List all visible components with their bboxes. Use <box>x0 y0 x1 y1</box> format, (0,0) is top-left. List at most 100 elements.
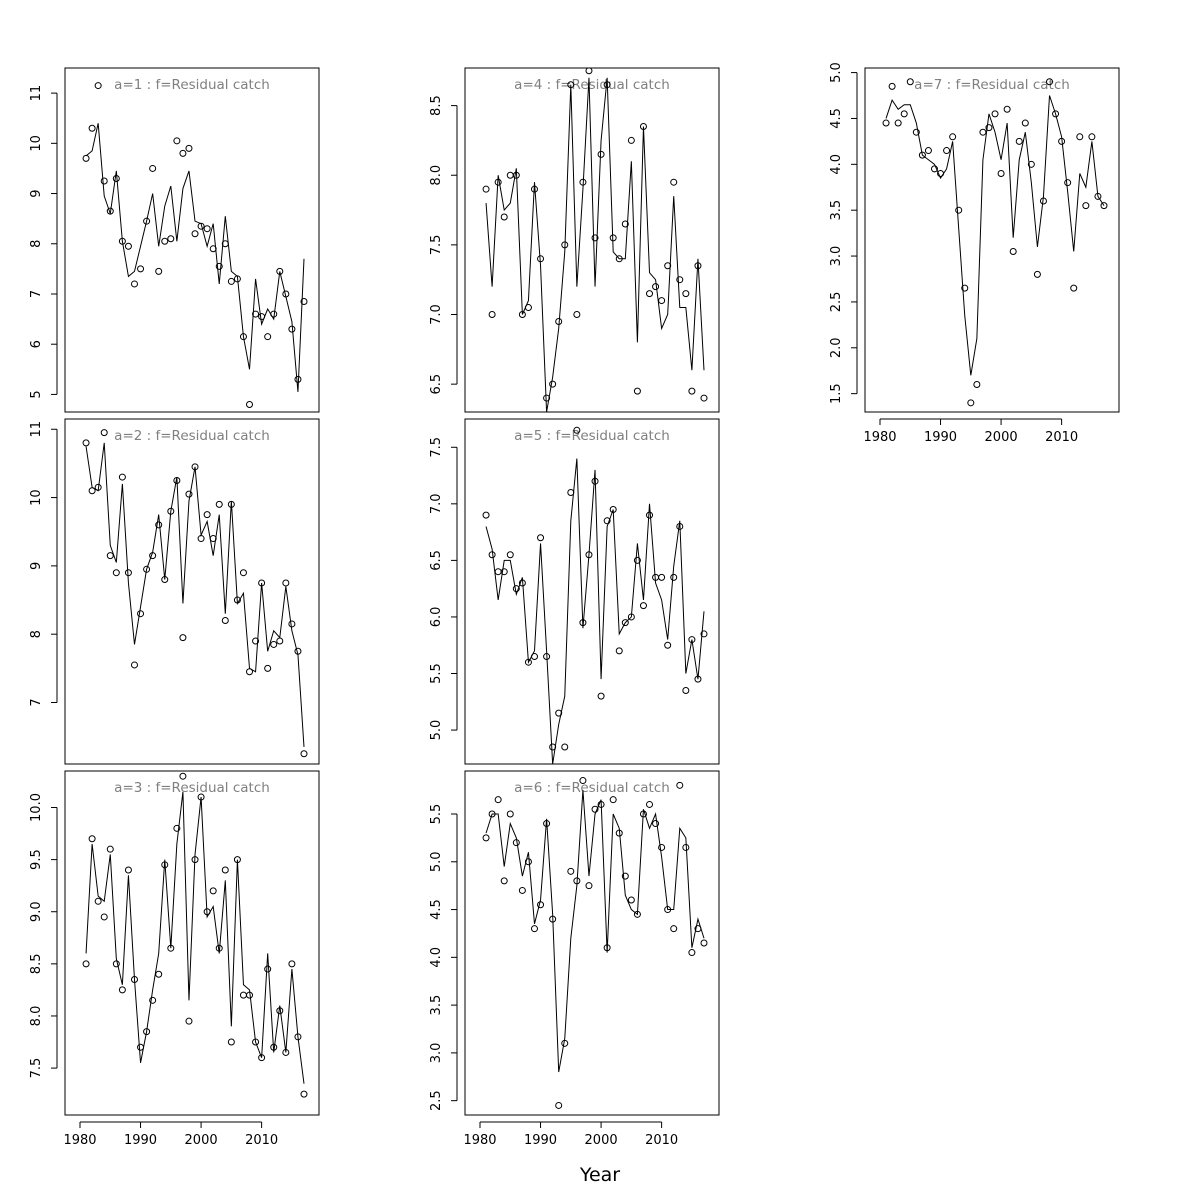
observed-point <box>676 276 684 284</box>
observed-point <box>549 915 557 923</box>
observed-point <box>137 1043 145 1051</box>
observed-point <box>603 81 611 89</box>
observed-point <box>124 569 132 577</box>
y-tick-label: 9.0 <box>29 901 44 922</box>
observed-point <box>155 267 163 275</box>
plot-area <box>82 772 308 1098</box>
observed-point <box>888 82 896 90</box>
y-tick-label: 6.5 <box>429 550 444 571</box>
observed-point <box>627 896 635 904</box>
plot-area <box>482 777 708 1109</box>
observed-point <box>288 325 296 333</box>
observed-point <box>997 169 1005 177</box>
observed-point <box>143 1028 151 1036</box>
plot-area <box>482 426 708 764</box>
panel-title: a=2 : f=Residual catch <box>114 428 270 444</box>
observed-point <box>185 490 193 498</box>
observed-point <box>149 552 157 560</box>
observed-point <box>537 255 545 263</box>
panel-frame <box>64 770 320 1116</box>
observed-point <box>676 781 684 789</box>
observed-point <box>221 617 229 625</box>
observed-point <box>112 174 120 182</box>
y-tick-label: 2.5 <box>429 1090 444 1111</box>
panel-frame <box>64 418 320 765</box>
observed-point <box>906 78 914 86</box>
observed-point <box>124 242 132 250</box>
y-tick-label: 5.5 <box>429 663 444 684</box>
x-tick-label: 1990 <box>524 1133 557 1148</box>
observed-point <box>1027 160 1035 168</box>
observed-point <box>682 686 690 694</box>
observed-point <box>585 551 593 559</box>
observed-point <box>621 220 629 228</box>
y-tick-label: 3.0 <box>429 1043 444 1064</box>
observed-point <box>288 960 296 968</box>
observed-point <box>500 213 508 221</box>
observed-point <box>506 810 514 818</box>
observed-point <box>930 165 938 173</box>
panel-7: a=7 : f=Residual catch 1.5 2.0 2.5 3.0 3.5 4.0… <box>829 62 1120 445</box>
observed-point <box>215 944 223 952</box>
observed-point <box>609 505 617 513</box>
observed-point <box>573 426 581 434</box>
observed-point <box>167 507 175 515</box>
observed-point <box>100 177 108 185</box>
y-tick-label: 6.5 <box>429 374 444 395</box>
observed-point <box>215 262 223 270</box>
observed-point <box>197 793 205 801</box>
fitted-line <box>485 458 705 764</box>
observed-point <box>82 154 90 162</box>
observed-point <box>1039 197 1047 205</box>
observed-point <box>1070 284 1078 292</box>
x-axis-label: Year <box>579 1164 620 1186</box>
y-tick-label: 8.5 <box>429 95 444 116</box>
observed-point <box>191 230 199 238</box>
observed-point <box>264 965 272 973</box>
observed-point <box>633 556 641 564</box>
observed-point <box>233 856 241 864</box>
observed-point <box>112 960 120 968</box>
observed-point <box>646 290 654 298</box>
observed-point <box>143 565 151 573</box>
y-tick-label: 7.5 <box>429 235 444 256</box>
observed-point <box>494 796 502 804</box>
panel-frame <box>864 67 1120 413</box>
observed-point <box>639 602 647 610</box>
observed-point <box>137 265 145 273</box>
observed-point <box>215 500 223 508</box>
observed-point <box>300 298 308 306</box>
observed-point <box>567 867 575 875</box>
observed-point <box>579 619 587 627</box>
observed-point <box>627 613 635 621</box>
observed-point <box>924 147 932 155</box>
y-tick-label: 8 <box>29 240 44 248</box>
y-tick-label: 7.5 <box>429 437 444 458</box>
observed-point <box>264 664 272 672</box>
observed-point <box>524 658 532 666</box>
observed-point <box>88 124 96 132</box>
observed-point <box>252 637 260 645</box>
observed-point <box>100 913 108 921</box>
observed-point <box>155 521 163 529</box>
observed-point <box>524 304 532 312</box>
observed-point <box>633 387 641 395</box>
plot-area <box>482 68 708 412</box>
observed-point <box>621 619 629 627</box>
observed-point <box>579 178 587 186</box>
y-tick-label: 8.0 <box>29 1006 44 1027</box>
y-tick-label: 3.0 <box>829 246 844 267</box>
observed-point <box>197 222 205 230</box>
panel-1: a=1 : f=Residual catch 5 6 7 8 9 10 11 <box>29 67 320 413</box>
observed-point <box>1088 133 1096 141</box>
observed-point <box>973 380 981 388</box>
x-tick-label: 2000 <box>585 1133 618 1148</box>
observed-point <box>294 1033 302 1041</box>
y-tick-label: 5.0 <box>429 851 444 872</box>
observed-point <box>633 910 641 918</box>
observed-point <box>603 517 611 525</box>
observed-point <box>500 877 508 885</box>
observed-point <box>912 128 920 136</box>
x-tick-label: 2010 <box>245 1133 278 1148</box>
